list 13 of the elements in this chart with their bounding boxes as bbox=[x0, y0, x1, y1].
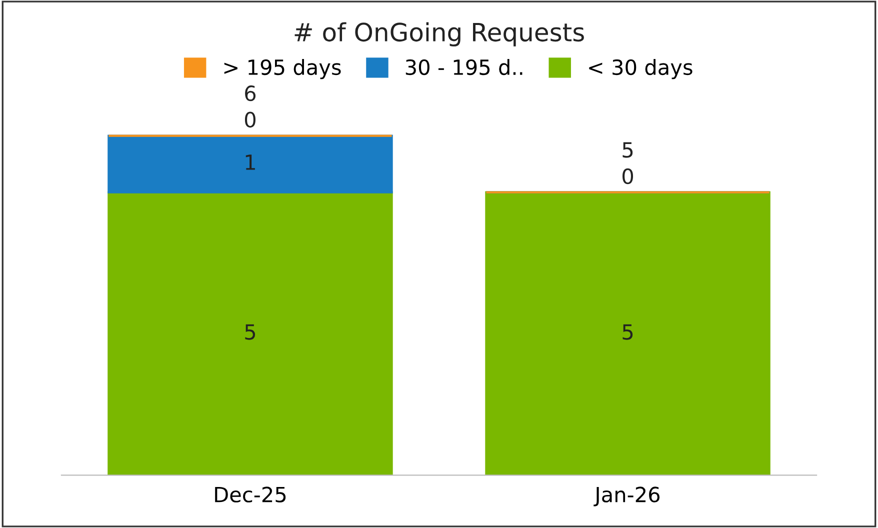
data-label: 5 bbox=[622, 324, 633, 340]
total-label: 6 bbox=[245, 85, 256, 102]
legend-label: < 30 days bbox=[589, 58, 692, 80]
x-tick-label: Dec-25 bbox=[215, 486, 286, 502]
legend-label: 30 - 195 d.. bbox=[406, 58, 522, 76]
data-label: 5 bbox=[245, 324, 256, 340]
chart-title: # of OnGoing Requests bbox=[294, 22, 584, 46]
data-label: 1 bbox=[246, 154, 255, 170]
x-tick-label: Jan-26 bbox=[594, 486, 660, 506]
data-label: 0 bbox=[622, 168, 634, 184]
legend-label: > 195 days bbox=[224, 58, 341, 80]
total-label: 5 bbox=[622, 142, 633, 158]
data-label: 0 bbox=[244, 112, 256, 128]
